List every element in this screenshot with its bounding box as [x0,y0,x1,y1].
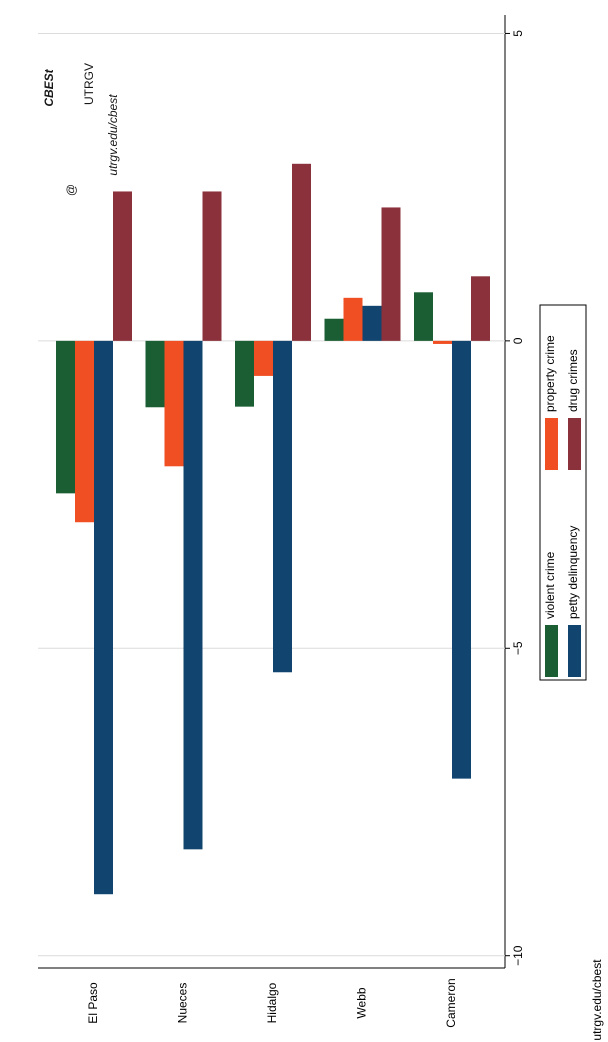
legend-swatch [568,625,581,677]
bar [235,340,254,407]
bar [414,292,433,341]
legend-swatch [545,418,558,470]
watermark-school: UTRGV [82,63,96,105]
bar [94,340,113,895]
watermark-at: @ [64,184,78,196]
bar [452,340,471,779]
bar [343,297,363,341]
bar [471,276,490,341]
watermark-url: utrgv.edu/cbest [106,94,120,176]
bar [113,191,132,341]
watermark-brand: CBESt [42,68,56,106]
legend-label: petty delinquency [566,526,580,619]
footer: utrgv.edu/cbest [590,959,604,1041]
bar [202,191,222,341]
legend-swatch [568,418,581,470]
y-tick-label: 5 [511,30,525,37]
x-tick-label: Hidalgo [265,982,279,1023]
bar [292,163,311,341]
bar [362,305,382,341]
bar [75,340,94,523]
legend-label: violent crime [543,551,557,619]
legend-label: drug crimes [566,349,580,412]
x-tick-label: Webb [355,987,369,1018]
y-tick-label: −5 [511,641,525,655]
y-tick-label: −10 [511,945,525,966]
legend-label: property crime [543,335,557,412]
x-tick-label: Nueces [176,983,190,1024]
legend-swatch [545,625,558,677]
watermark: @ CBESt UTRGV utrgv.edu/cbest [42,63,120,196]
y-tick-label: 0 [511,337,525,344]
bar [164,340,184,467]
bar [381,207,401,341]
bar [183,340,203,850]
bar [433,340,452,344]
bar [324,318,344,341]
bar [145,340,165,408]
bar [254,340,273,376]
x-tick-label: El Paso [86,982,100,1024]
x-tick-label: Cameron [444,978,458,1027]
bar [56,340,75,494]
legend-box [539,304,587,681]
bar [273,340,292,673]
